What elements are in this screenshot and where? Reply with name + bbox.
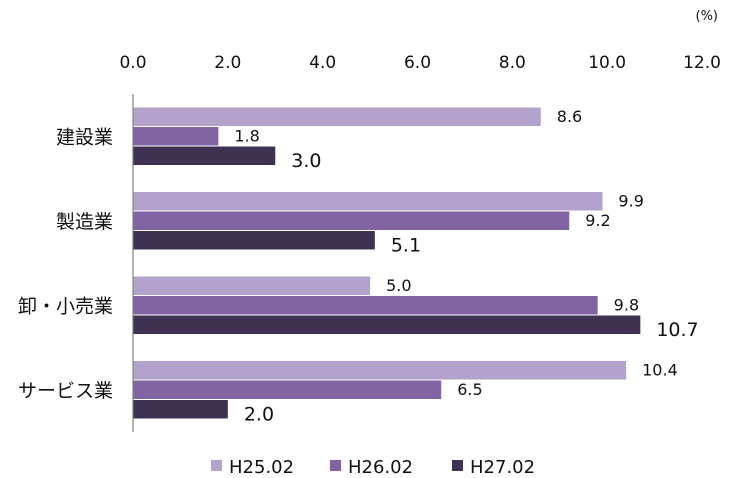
x-tick-label: 2.0 [214,53,241,73]
data-label: 8.6 [557,107,582,126]
x-tick-label: 6.0 [404,53,431,73]
data-label: 2.0 [244,404,274,426]
category-label: サービス業 [18,380,113,402]
x-tick-label: 8.0 [499,53,526,73]
bar-H26.02 [133,380,442,399]
x-tick-label: 12.0 [683,53,721,73]
legend-label: H25.02 [229,457,294,478]
data-label: 5.0 [386,276,411,295]
data-label: 6.5 [457,380,482,399]
data-label: 9.8 [614,296,639,315]
legend-label: H27.02 [470,457,535,478]
x-tick-label: 0.0 [119,53,146,73]
data-label: 3.0 [291,150,321,172]
bar-H27.02 [133,315,641,334]
x-tick-label: 4.0 [309,53,336,73]
data-label: 10.4 [642,361,678,380]
x-axis-ticks: 0.0 2.0 4.0 6.0 8.0 10.0 12.0 [119,53,720,73]
category-label: 製造業 [56,211,113,233]
bar-H25.02 [133,361,627,380]
data-label: 5.1 [391,235,421,257]
unit-label: (%) [696,9,719,24]
bar-marks [133,107,641,419]
bar-H27.02 [133,231,375,250]
data-label: 9.2 [585,211,610,230]
data-label: 10.7 [656,319,698,341]
x-tick-label: 10.0 [588,53,626,73]
bar-H27.02 [133,400,228,419]
legend-swatch [330,460,341,471]
bar-H25.02 [133,107,541,126]
category-label: 卸・小売業 [18,295,113,317]
bar-H26.02 [133,211,570,230]
bar-H26.02 [133,296,598,315]
legend-swatch [452,460,463,471]
data-labels: 8.6 1.8 3.0 9.9 9.2 5.1 5.0 9.8 10.7 10.4 6.5 2.0 [234,107,698,426]
legend: H25.02 H26.02 H27.02 [211,457,535,478]
legend-swatch [211,460,222,471]
bar-H25.02 [133,192,603,211]
category-label: 建設業 [56,126,113,148]
legend-label: H26.02 [348,457,413,478]
data-label: 9.9 [618,192,643,211]
bar-H26.02 [133,127,219,146]
bar-H25.02 [133,276,371,295]
data-label: 1.8 [234,127,259,146]
bar-H27.02 [133,146,276,165]
